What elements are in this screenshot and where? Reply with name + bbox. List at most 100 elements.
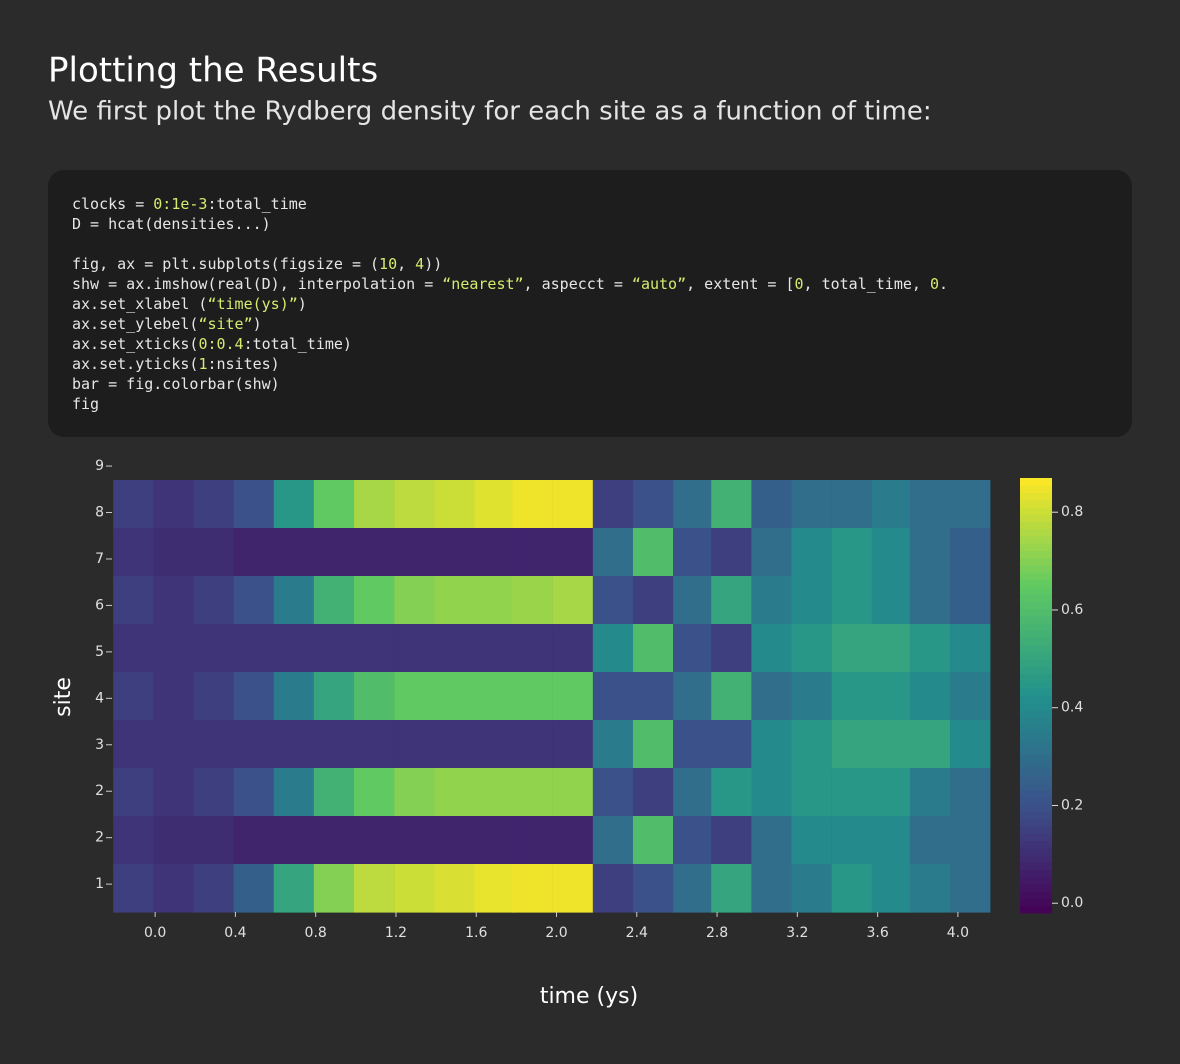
heatmap-cell (711, 864, 752, 913)
heatmap-cell (474, 816, 515, 865)
heatmap-cell (791, 768, 832, 817)
heatmap-cell (394, 672, 435, 721)
heatmap-cell (193, 768, 234, 817)
heatmap-cell (354, 528, 395, 577)
colorbar-segment (1020, 478, 1052, 486)
heatmap-cell (552, 816, 594, 865)
heatmap-cell (233, 576, 274, 625)
heatmap-cell (632, 624, 674, 673)
y-tick-label: 6 (95, 597, 104, 613)
title: Plotting the Results (48, 51, 378, 91)
colorbar-tick-label: 0.8 (1061, 504, 1083, 520)
code-line: ax.set_xlabel (“time(ys)”) (72, 295, 307, 313)
colorbar-segment (1020, 688, 1052, 696)
heatmap-cell (711, 624, 752, 673)
x-tick-label: 3.2 (786, 925, 808, 941)
heatmap-cell (273, 768, 315, 817)
colorbar-segment (1020, 869, 1052, 878)
heatmap-cell (313, 672, 355, 721)
colorbar-segment (1020, 565, 1052, 573)
colorbar-segment (1020, 884, 1052, 892)
heatmap-cell (831, 816, 873, 865)
code-line: D = hcat(densities...) (72, 215, 271, 233)
code-token: clocks = (72, 195, 153, 213)
heatmap-cell (791, 720, 832, 769)
heatmap-cell (153, 576, 194, 625)
colorbar-segment (1020, 811, 1052, 820)
heatmap-cell (673, 672, 714, 721)
heatmap-cell (113, 480, 154, 529)
heatmap-cell (751, 528, 792, 577)
heatmap-cell (512, 480, 553, 529)
code: clocks = 0:1e-3:total_time D = hcat(densi… (72, 195, 948, 413)
heatmap-cell (273, 816, 315, 865)
heatmap-cell (711, 816, 752, 865)
heatmap-cell (751, 720, 792, 769)
code-token: 0 (794, 275, 803, 293)
heatmap-cell (673, 864, 714, 913)
heatmap-cell (474, 768, 515, 817)
code-token: ax.set_xlabel ( (72, 295, 207, 313)
colorbar-tick-label: 0.6 (1061, 602, 1083, 618)
heatmap-cell (673, 768, 714, 817)
heatmap-cell (193, 528, 234, 577)
heatmap-cell (950, 576, 991, 625)
heatmap-cell (831, 672, 873, 721)
colorbar-segment (1020, 528, 1052, 537)
code-token: “time(ys)” (207, 295, 297, 313)
heatmap-cell (791, 480, 832, 529)
colorbar-tick-label: 0.2 (1061, 797, 1083, 813)
heatmap-cell (592, 816, 634, 865)
colorbar-segment (1020, 644, 1052, 653)
code-token: )) (424, 255, 442, 273)
heatmap-cell (233, 624, 274, 673)
heatmap-cell (791, 816, 832, 865)
heatmap-cell (193, 576, 234, 625)
heatmap-cell (153, 672, 194, 721)
heatmap-cell (552, 768, 594, 817)
colorbar-segment (1020, 710, 1052, 718)
colorbar-segment (1020, 804, 1052, 812)
heatmap-cell (592, 864, 634, 913)
heatmap-cell (552, 480, 594, 529)
heatmap-cell (831, 768, 873, 817)
colorbar-segment (1020, 615, 1052, 624)
heatmap-cell (673, 528, 714, 577)
colorbar-segment (1020, 601, 1052, 609)
heatmap-cell (632, 480, 674, 529)
colorbar-segment (1020, 536, 1052, 544)
heatmap-cell (673, 720, 714, 769)
colorbar-segment (1020, 543, 1052, 551)
heatmap-cell (592, 576, 634, 625)
heatmap-cell (233, 864, 274, 913)
y-axis-label: site (51, 677, 76, 717)
heatmap-cell (831, 528, 873, 577)
heatmap-cell (871, 528, 913, 577)
chart: 0.0 0.4 0.8 1.2 1.6 2.0 2.4 2.8 3.2 3.6 4.0 1 2 2 3 4 5 6… (51, 458, 1083, 1009)
x-tick-label: 0.4 (224, 925, 246, 941)
heatmap-cell (791, 864, 832, 913)
colorbar-segment (1020, 862, 1052, 870)
heatmap-cell (153, 816, 194, 865)
heatmap-cell (909, 720, 951, 769)
heatmap-cell (113, 768, 154, 817)
x-tick-label: 0.0 (144, 925, 166, 941)
colorbar-segment (1020, 659, 1052, 667)
colorbar-segment (1020, 608, 1052, 617)
code-token: , extent = [ (686, 275, 794, 293)
heatmap-cell (474, 528, 515, 577)
heatmap-cell (871, 816, 913, 865)
heatmap-cell (434, 528, 475, 577)
colorbar-segment (1020, 739, 1052, 747)
heatmap-cell (113, 624, 154, 673)
code-token: :total_time) (244, 335, 352, 353)
heatmap-cell (512, 816, 553, 865)
heatmap-cell (751, 480, 792, 529)
heatmap-cell (153, 768, 194, 817)
heatmap-cell (632, 864, 674, 913)
colorbar-segment (1020, 746, 1052, 754)
colorbar-segment (1020, 840, 1052, 849)
heatmap-cell (273, 480, 315, 529)
colorbar-segment (1020, 695, 1052, 704)
heatmap-cell (512, 768, 553, 817)
